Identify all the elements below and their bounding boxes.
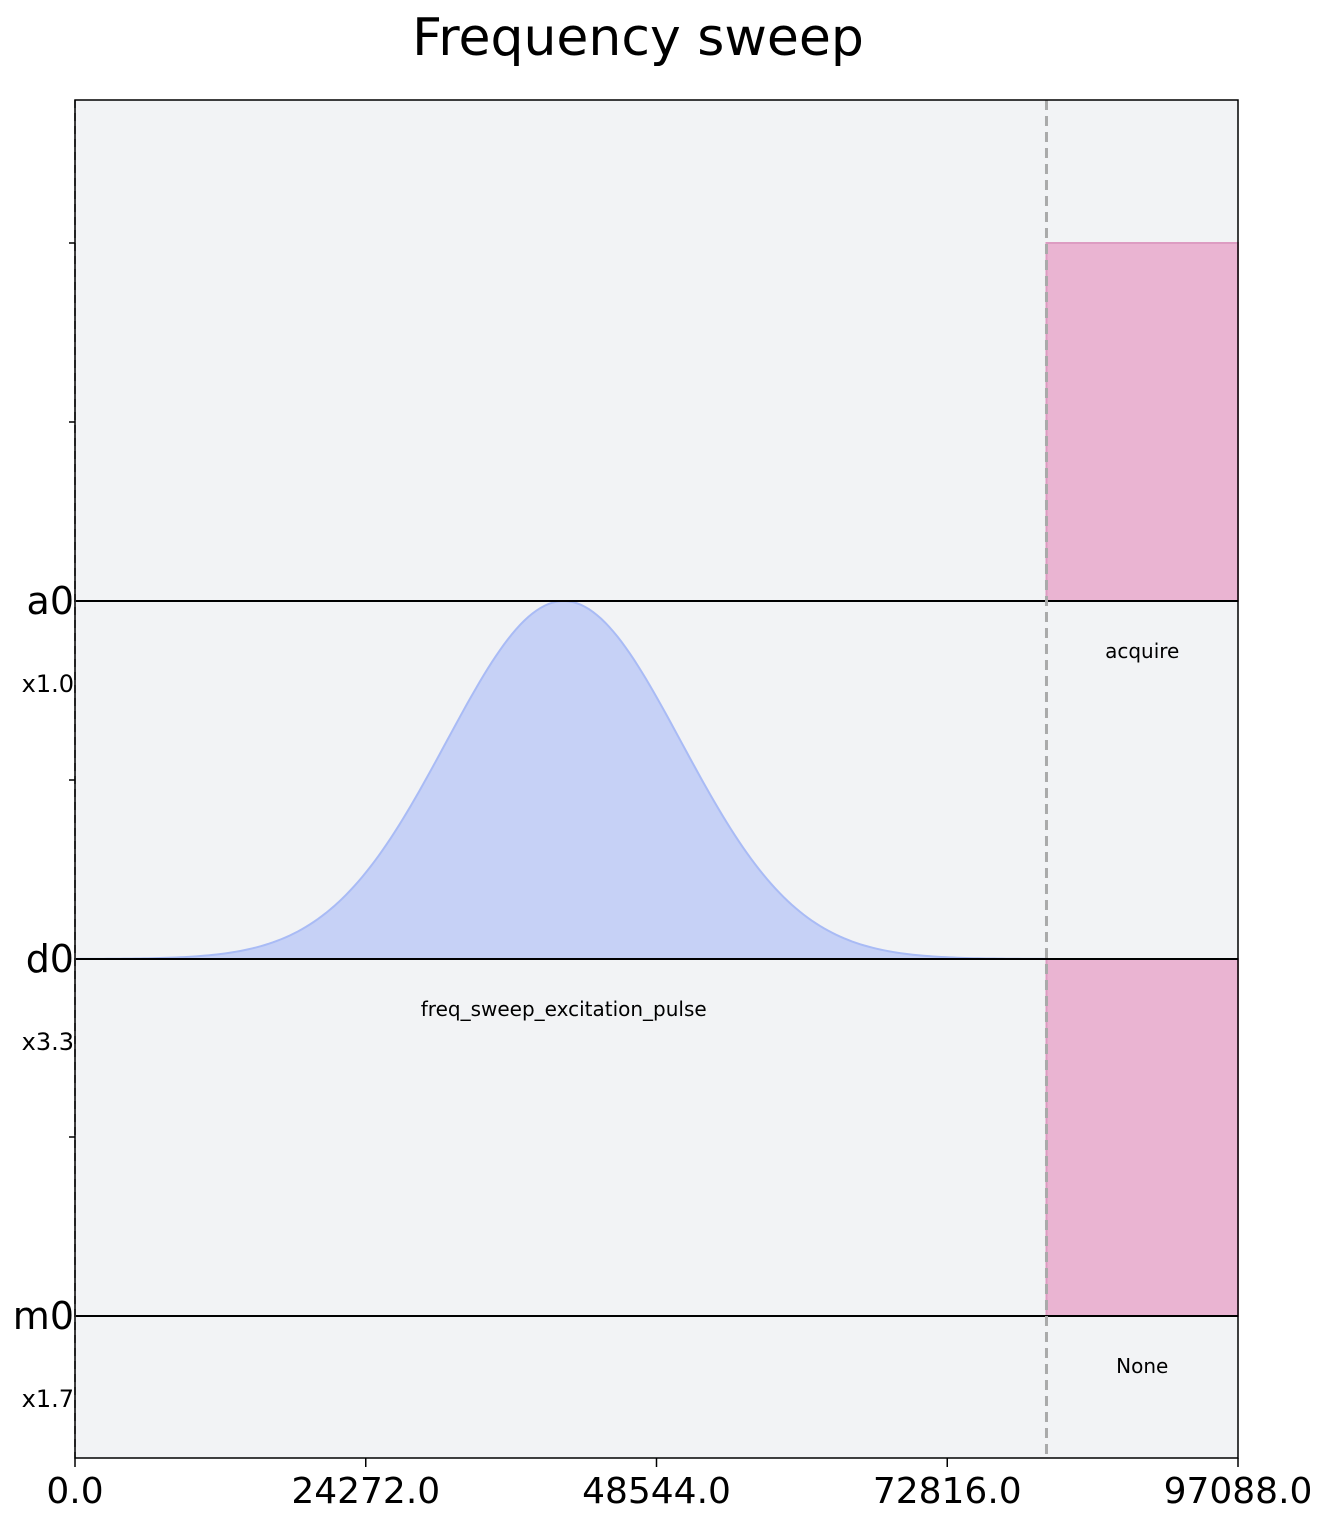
channel-label-d0: d0	[26, 937, 74, 981]
x-tick-label: 72816.0	[873, 1471, 1022, 1512]
labels-layer: freq_sweep_excitation_pulse acquire None a0…	[13, 579, 1180, 1413]
scale-label-2: x1.0	[22, 670, 74, 698]
pulse-label-m0: None	[1116, 1354, 1168, 1378]
channel-label-a0: a0	[27, 579, 74, 623]
channel-label-m0: m0	[13, 1294, 74, 1338]
x-tick-label: 48544.0	[582, 1471, 731, 1512]
pulse-label-a0: acquire	[1105, 639, 1179, 663]
x-tick-label: 0.0	[46, 1471, 103, 1512]
scale-label-4: x1.7	[22, 1385, 74, 1413]
pulse-label-d0: freq_sweep_excitation_pulse	[421, 997, 707, 1021]
pulse-m0-square	[1045, 958, 1239, 1317]
x-tick-label: 24272.0	[291, 1471, 440, 1512]
chart-title: Frequency sweep	[412, 8, 864, 68]
pulses-layer	[74, 242, 1239, 1317]
scale-label-3: x3.3	[22, 1028, 74, 1056]
x-tick-label: 97088.0	[1164, 1471, 1313, 1512]
pulse-a0-square	[1045, 242, 1239, 602]
axis-layer: 0.0 24272.0 48544.0 72816.0 97088.0	[46, 242, 1313, 1512]
baselines-layer	[75, 600, 1238, 1317]
